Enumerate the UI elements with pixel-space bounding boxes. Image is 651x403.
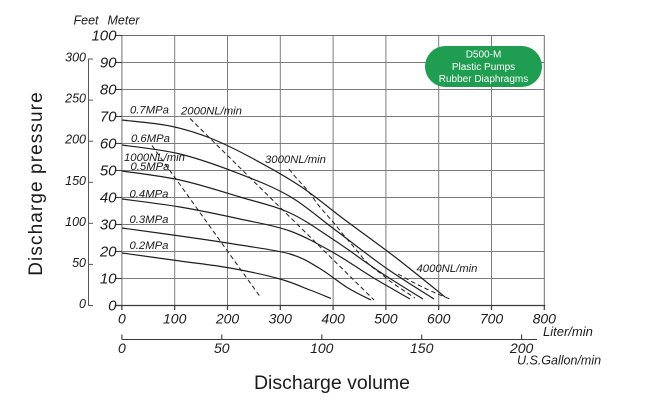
svg-text:Liter/min: Liter/min — [543, 324, 593, 339]
svg-text:300: 300 — [65, 51, 86, 65]
svg-text:250: 250 — [64, 92, 86, 106]
svg-text:D500-M: D500-M — [466, 50, 502, 61]
svg-text:2000NL/min: 2000NL/min — [180, 106, 242, 118]
svg-text:0.3MPa: 0.3MPa — [130, 214, 169, 226]
svg-text:0.6MPa: 0.6MPa — [131, 133, 170, 145]
svg-text:1000NL/min: 1000NL/min — [124, 152, 185, 164]
svg-text:0.5MPa: 0.5MPa — [131, 161, 170, 173]
svg-text:10: 10 — [100, 270, 117, 287]
svg-text:Rubber Diaphragms: Rubber Diaphragms — [439, 74, 529, 85]
svg-text:0: 0 — [79, 297, 86, 311]
svg-text:50: 50 — [72, 256, 86, 270]
svg-text:0: 0 — [118, 311, 126, 327]
svg-text:200: 200 — [64, 133, 86, 147]
svg-text:Meter: Meter — [108, 14, 141, 28]
svg-text:90: 90 — [100, 54, 117, 71]
svg-text:600: 600 — [427, 311, 451, 327]
svg-text:Discharge volume: Discharge volume — [254, 372, 410, 394]
svg-text:0.2MPa: 0.2MPa — [130, 240, 169, 252]
svg-text:Feet: Feet — [74, 14, 100, 28]
svg-text:4000NL/min: 4000NL/min — [417, 263, 478, 275]
svg-text:100: 100 — [310, 340, 334, 356]
svg-text:150: 150 — [410, 340, 434, 356]
svg-text:500: 500 — [374, 311, 398, 327]
svg-text:100: 100 — [91, 27, 117, 44]
svg-text:80: 80 — [100, 81, 117, 98]
svg-text:150: 150 — [65, 174, 86, 188]
svg-text:40: 40 — [100, 189, 117, 206]
svg-text:70: 70 — [100, 108, 117, 125]
svg-text:50: 50 — [100, 162, 117, 179]
svg-text:U.S.Gallon/min: U.S.Gallon/min — [517, 354, 601, 368]
svg-text:3000NL/min: 3000NL/min — [265, 154, 326, 166]
svg-text:700: 700 — [480, 311, 504, 327]
svg-text:0.7MPa: 0.7MPa — [130, 105, 169, 117]
svg-text:Discharge pressure: Discharge pressure — [26, 91, 47, 276]
svg-text:400: 400 — [321, 311, 345, 327]
svg-text:50: 50 — [214, 340, 230, 356]
svg-text:0: 0 — [108, 297, 117, 314]
svg-text:0: 0 — [118, 340, 126, 356]
svg-text:100: 100 — [65, 215, 86, 229]
svg-text:800: 800 — [533, 311, 557, 327]
svg-text:20: 20 — [99, 243, 117, 260]
svg-text:30: 30 — [100, 216, 117, 233]
svg-text:60: 60 — [100, 135, 117, 152]
svg-text:200: 200 — [509, 340, 534, 356]
svg-text:200: 200 — [215, 311, 240, 327]
svg-text:0.4MPa: 0.4MPa — [130, 189, 169, 201]
svg-text:Plastic Pumps: Plastic Pumps — [452, 62, 515, 73]
svg-text:300: 300 — [269, 311, 293, 327]
svg-text:100: 100 — [163, 311, 187, 327]
